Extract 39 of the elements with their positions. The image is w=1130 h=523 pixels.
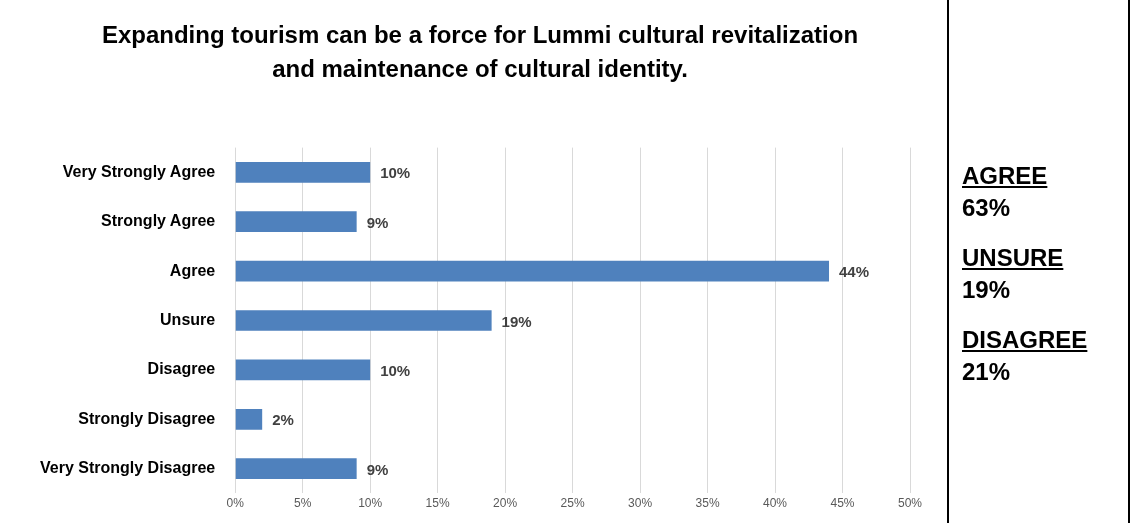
text: 63% [962, 194, 1012, 222]
text: UNSURE [962, 244, 1065, 272]
x-tick-label: 10% [358, 495, 383, 510]
text: DISAGREE [962, 326, 1089, 354]
bar [235, 310, 492, 331]
x-tick-label: 0% [226, 495, 245, 510]
x-tick-label: 45% [830, 495, 855, 510]
y-tick-label: Very Strongly Agree [62, 162, 216, 180]
data-label: 19% [501, 312, 532, 330]
x-tick-label: 30% [628, 495, 653, 510]
text: 19% [962, 276, 1012, 304]
y-tick-label: Disagree [147, 360, 216, 378]
y-tick-label: Very Strongly Disagree [40, 459, 216, 477]
y-tick-label: Agree [169, 261, 216, 279]
y-tick-label: Unsure [160, 310, 216, 328]
bar [235, 458, 357, 480]
x-tick-label: 25% [560, 495, 585, 510]
text: 21% [962, 358, 1012, 386]
data-label: 2% [272, 411, 294, 429]
data-label: 9% [366, 213, 389, 231]
bar [235, 211, 357, 233]
bar [235, 359, 371, 381]
x-tick-label: 5% [294, 495, 312, 510]
text: AGREE [962, 162, 1049, 190]
data-label: 10% [380, 164, 411, 182]
bar [235, 161, 371, 183]
x-tick-label: 15% [425, 495, 450, 510]
y-tick-label: Strongly Disagree [78, 409, 216, 427]
x-tick-label: 40% [763, 495, 788, 510]
x-tick-label: 35% [695, 495, 720, 510]
data-label: 44% [839, 263, 870, 281]
y-tick-label: Strongly Agree [101, 212, 216, 230]
x-tick-label: 50% [897, 495, 923, 510]
bar [235, 260, 830, 282]
data-label: 9% [366, 460, 389, 478]
data-label: 10% [380, 362, 411, 380]
x-tick-label: 20% [493, 495, 518, 510]
bar [235, 408, 263, 430]
chart-title: Expanding tourism can be a force for Lummi cultural revitalization and maintenance of cultural identity. [100, 20, 860, 84]
